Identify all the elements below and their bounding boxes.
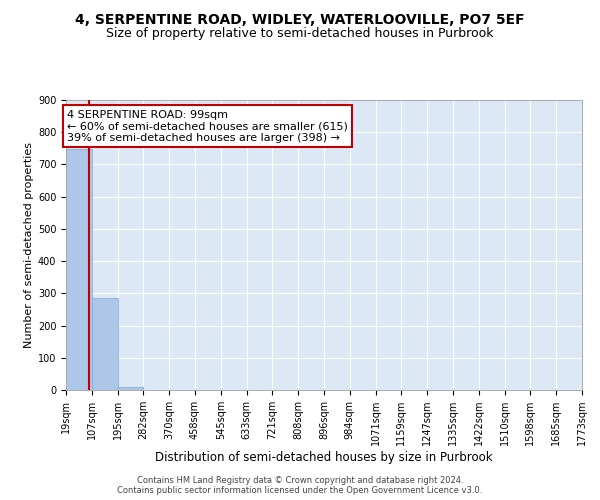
Text: 4, SERPENTINE ROAD, WIDLEY, WATERLOOVILLE, PO7 5EF: 4, SERPENTINE ROAD, WIDLEY, WATERLOOVILL… <box>75 12 525 26</box>
Bar <box>118 387 143 390</box>
Text: Contains HM Land Registry data © Crown copyright and database right 2024.
Contai: Contains HM Land Registry data © Crown c… <box>118 476 482 495</box>
Text: Size of property relative to semi-detached houses in Purbrook: Size of property relative to semi-detach… <box>106 28 494 40</box>
Bar <box>92 298 118 390</box>
Bar <box>66 149 92 390</box>
Y-axis label: Number of semi-detached properties: Number of semi-detached properties <box>23 142 34 348</box>
X-axis label: Distribution of semi-detached houses by size in Purbrook: Distribution of semi-detached houses by … <box>155 451 493 464</box>
Text: 4 SERPENTINE ROAD: 99sqm
← 60% of semi-detached houses are smaller (615)
39% of : 4 SERPENTINE ROAD: 99sqm ← 60% of semi-d… <box>67 110 348 143</box>
